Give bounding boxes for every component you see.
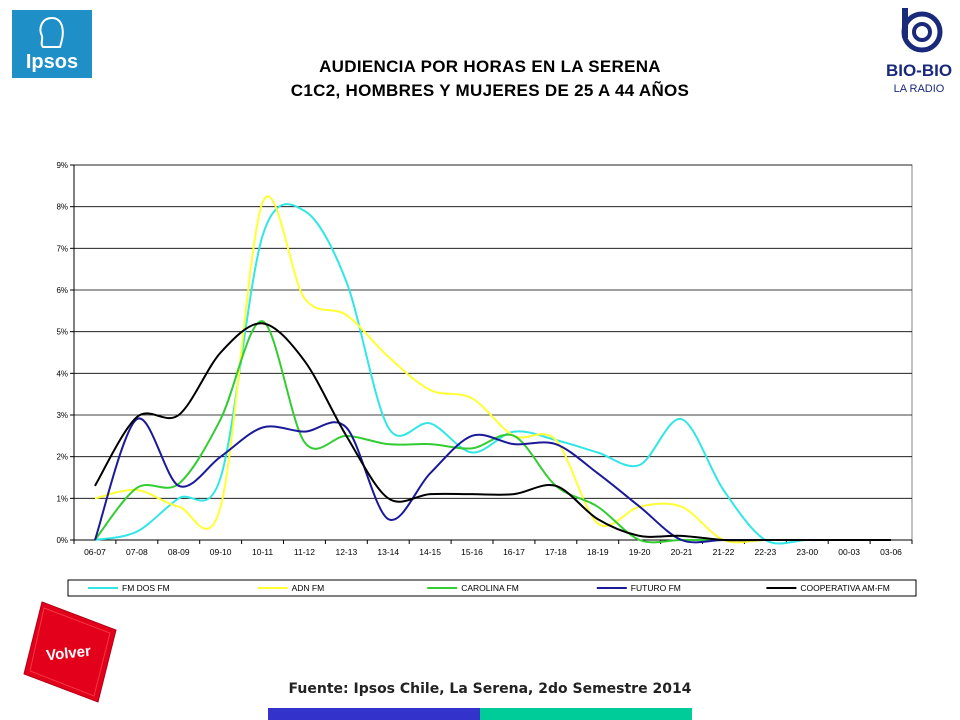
biobio-logo-subtext: LA RADIO <box>894 83 945 95</box>
x-tick-label: 00-03 <box>838 547 860 557</box>
x-tick-label: 17-18 <box>545 547 567 557</box>
series-line-1 <box>94 203 892 545</box>
footer-bar-teal <box>480 708 692 720</box>
x-tick-label: 12-13 <box>335 547 357 557</box>
x-tick-label: 03-06 <box>880 547 902 557</box>
x-tick-label: 08-09 <box>168 547 190 557</box>
x-tick-label: 18-19 <box>587 547 609 557</box>
x-tick-label: 19-20 <box>629 547 651 557</box>
chart-subtitle: C1C2, HOMBRES Y MUJERES DE 25 A 44 AÑOS <box>290 81 690 100</box>
legend-label-4: FUTURO FM <box>631 583 681 593</box>
y-tick-label: 7% <box>56 244 68 253</box>
legend <box>67 579 917 597</box>
x-tick-label: 09-10 <box>210 547 232 557</box>
x-tick-label: 22-23 <box>754 547 776 557</box>
y-tick-label: 2% <box>56 453 68 462</box>
x-tick-label: 23-00 <box>796 547 818 557</box>
x-tick-label: 15-16 <box>461 547 483 557</box>
legend-label-2: ADN FM <box>292 583 325 593</box>
plot-area <box>73 164 913 541</box>
x-tick-label: 07-08 <box>126 547 148 557</box>
y-tick-label: 5% <box>56 328 68 337</box>
biobio-logo-text: BIO-BIO <box>886 61 952 80</box>
y-tick-label: 8% <box>56 203 68 212</box>
x-tick-label: 13-14 <box>377 547 399 557</box>
legend-label-1: FM DOS FM <box>122 583 170 593</box>
y-tick-label: 9% <box>56 161 68 170</box>
ipsos-logo: Ipsos <box>12 10 92 78</box>
legend-label-3: CAROLINA FM <box>461 583 519 593</box>
chart-title: AUDIENCIA POR HORAS EN LA SERENA <box>319 57 661 76</box>
x-tick-label: 16-17 <box>503 547 525 557</box>
series-line-2 <box>94 195 892 544</box>
y-tick-label: 3% <box>56 411 68 420</box>
y-tick-label: 0% <box>56 536 68 545</box>
footer-bar-blue <box>268 708 480 720</box>
legend-label-5: COOPERATIVA AM-FM <box>800 583 889 593</box>
x-tick-label: 21-22 <box>713 547 735 557</box>
x-tick-label: 11-12 <box>294 547 315 557</box>
y-tick-label: 1% <box>56 494 68 503</box>
series-line-5 <box>94 322 892 542</box>
biobio-logo: BIO-BIO LA RADIO <box>886 8 952 95</box>
x-tick-label: 10-11 <box>252 547 273 557</box>
volver-label: Volver <box>45 643 91 665</box>
source-note: Fuente: Ipsos Chile, La Serena, 2do Seme… <box>288 681 692 697</box>
volver-button[interactable]: Volver <box>20 600 120 704</box>
x-tick-label: 06-07 <box>84 547 106 557</box>
x-tick-label: 20-21 <box>671 547 693 557</box>
x-tick-label: 14-15 <box>419 547 441 557</box>
y-tick-label: 4% <box>56 369 68 378</box>
ipsos-logo-text: Ipsos <box>26 51 78 73</box>
y-tick-label: 6% <box>56 286 68 295</box>
